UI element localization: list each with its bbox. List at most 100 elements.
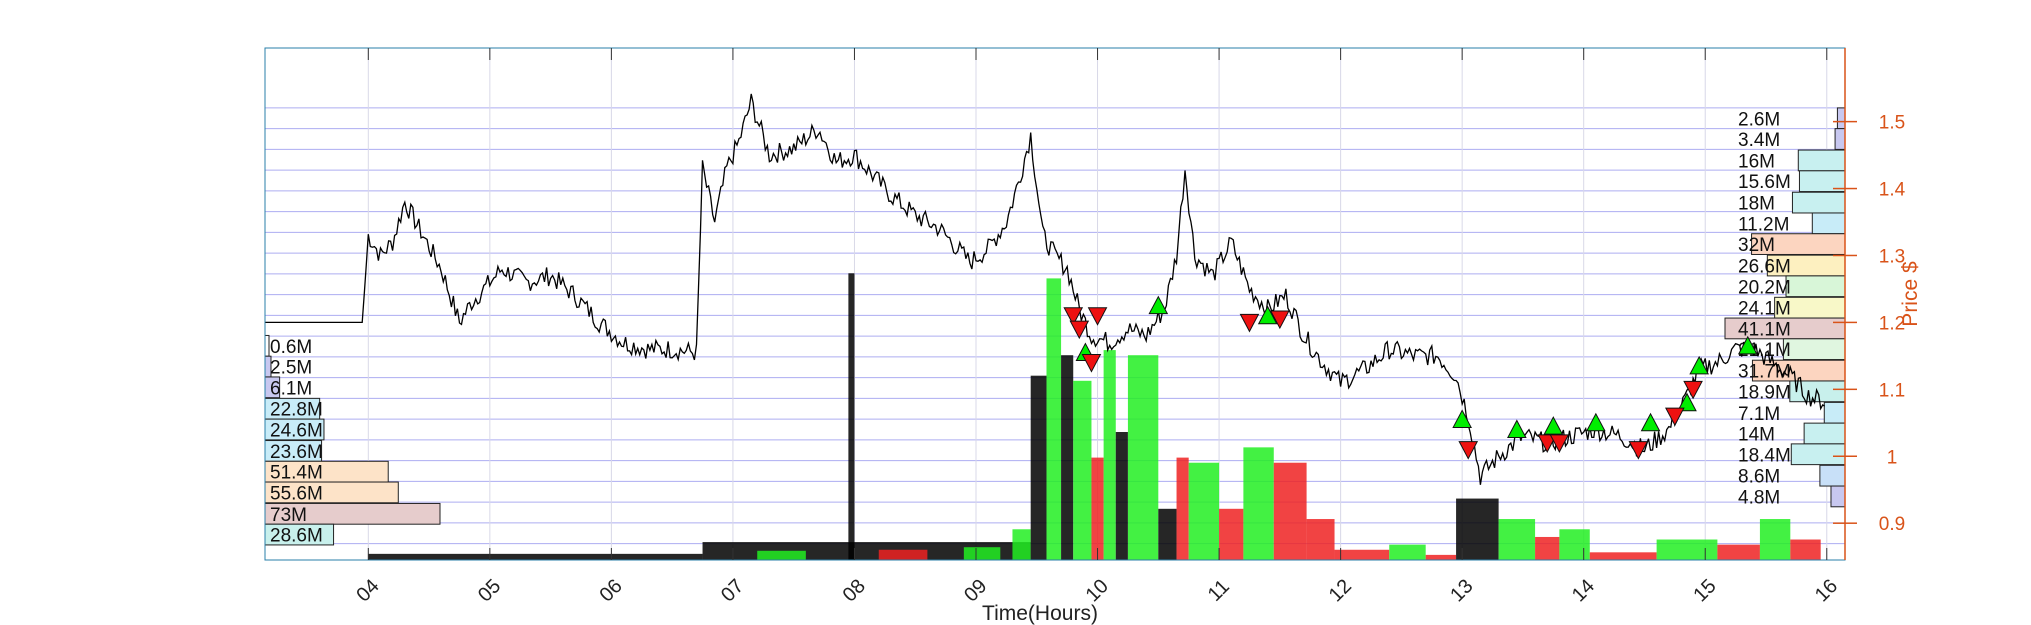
volume-bar bbox=[1334, 549, 1390, 560]
x-tick-label: 13 bbox=[1446, 575, 1477, 606]
volume-profile-bar bbox=[1782, 338, 1846, 361]
volume-bar bbox=[1030, 375, 1047, 560]
volume-bar bbox=[1559, 529, 1590, 560]
volume-profile-label: 22.8M bbox=[270, 400, 323, 421]
volume-bar bbox=[1073, 380, 1092, 560]
volume-profile-label: 2.5M bbox=[270, 358, 312, 379]
y-tick-label: 0.9 bbox=[1879, 514, 1905, 535]
volume-profile-bar bbox=[1836, 107, 1846, 130]
sell-marker bbox=[1458, 441, 1479, 460]
y-tick-label: 1.5 bbox=[1879, 113, 1905, 134]
buy-marker bbox=[1507, 419, 1527, 438]
volume-bar bbox=[1176, 457, 1189, 560]
volume-bar bbox=[1103, 350, 1116, 560]
volume-profile-label: 0.6M bbox=[270, 337, 312, 358]
volume-bar bbox=[1717, 544, 1760, 560]
buy-marker bbox=[1543, 416, 1564, 435]
volume-bar bbox=[368, 553, 703, 560]
sell-marker bbox=[1239, 313, 1260, 333]
x-tick-label: 12 bbox=[1325, 575, 1356, 606]
volume-bar bbox=[1589, 552, 1657, 560]
volume-profile: 0.6M2.5M6.1M22.8M24.6M23.6M51.4M55.6M73M… bbox=[264, 107, 1846, 547]
volume-profile-label: 16M bbox=[1738, 151, 1775, 172]
volume-bar bbox=[1425, 554, 1457, 560]
volume-profile-label: 24.1M bbox=[1738, 299, 1791, 320]
volume-profile-bar bbox=[1803, 422, 1846, 445]
sell-marker bbox=[1628, 441, 1649, 460]
x-tick-label: 06 bbox=[595, 575, 626, 606]
x-tick-label: 14 bbox=[1568, 575, 1599, 606]
volume-profile-label: 11.2M bbox=[1738, 214, 1789, 235]
x-tick-label: 16 bbox=[1811, 575, 1842, 606]
sell-marker bbox=[1081, 354, 1102, 373]
volume-bar bbox=[1091, 457, 1104, 560]
x-tick-label: 05 bbox=[474, 575, 505, 606]
x-tick-label: 15 bbox=[1689, 575, 1720, 606]
volume-bar bbox=[1273, 462, 1307, 560]
sell-marker bbox=[1063, 307, 1084, 326]
volume-profile-bar bbox=[264, 334, 270, 357]
volume-profile-label: 18.9M bbox=[1738, 382, 1791, 403]
volume-bar bbox=[878, 549, 928, 560]
volume-bar bbox=[1498, 519, 1536, 560]
volume-profile-bar bbox=[1830, 485, 1846, 508]
volume-profile-bar bbox=[1797, 149, 1846, 172]
volume-profile-label: 32M bbox=[1738, 235, 1775, 256]
volume-bar bbox=[1188, 462, 1220, 560]
volume-bars bbox=[368, 273, 1821, 560]
volume-bar bbox=[848, 273, 855, 560]
volume-profile-label: 26.6M bbox=[1738, 257, 1791, 278]
volume-profile-label: 41.1M bbox=[1738, 319, 1791, 340]
volume-profile-label: 3.4M bbox=[1738, 130, 1780, 151]
volume-profile-label: 23.6M bbox=[270, 442, 323, 463]
volume-bar bbox=[1306, 519, 1335, 560]
buy-marker bbox=[1257, 305, 1278, 325]
volume-profile-label: 20.2M bbox=[1738, 277, 1791, 298]
volume-profile-label: 73M bbox=[270, 505, 307, 526]
y-axis-title: Price $ bbox=[1899, 261, 1922, 327]
volume-profile-bar bbox=[1823, 401, 1846, 424]
volume-profile-bar bbox=[1834, 128, 1846, 150]
x-tick-label: 04 bbox=[352, 575, 383, 606]
volume-bar bbox=[1158, 508, 1177, 560]
volume-bar bbox=[1389, 544, 1426, 560]
sell-marker bbox=[1270, 310, 1290, 330]
x-tick-label: 11 bbox=[1204, 576, 1234, 606]
volume-profile-label: 15.6M bbox=[1738, 172, 1791, 193]
volume-profile-bar bbox=[1791, 191, 1846, 214]
volume-bar bbox=[1219, 508, 1244, 560]
volume-profile-label: 6.1M bbox=[270, 378, 312, 399]
volume-bar bbox=[963, 547, 1001, 560]
x-axis-title: Time(Hours) bbox=[982, 602, 1098, 625]
volume-profile-label: 4.8M bbox=[1738, 487, 1780, 508]
volume-profile-label: 55.6M bbox=[270, 483, 323, 504]
y-tick-label: 1.3 bbox=[1879, 246, 1905, 267]
buy-marker bbox=[1689, 355, 1709, 375]
y-tick-label: 1.2 bbox=[1879, 313, 1905, 334]
volume-bar bbox=[1061, 355, 1074, 560]
y-tick-label: 1 bbox=[1887, 447, 1898, 468]
volume-profile-label: 8.6M bbox=[1738, 467, 1780, 488]
volume-profile-bar bbox=[1819, 464, 1846, 487]
volume-profile-label: 14M bbox=[1738, 425, 1775, 446]
volume-profile-label: 18.4M bbox=[1738, 445, 1791, 466]
sell-marker bbox=[1683, 380, 1703, 400]
volume-profile-label: 7.1M bbox=[1738, 404, 1780, 425]
buy-marker bbox=[1148, 295, 1169, 315]
volume-profile-label: 51.4M bbox=[270, 463, 323, 484]
volume-bar bbox=[757, 550, 806, 560]
volume-profile-label: 18M bbox=[1738, 194, 1775, 215]
x-tick-label: 08 bbox=[839, 575, 870, 606]
sell-marker bbox=[1087, 307, 1108, 326]
y-tick-label: 1.1 bbox=[1879, 380, 1905, 401]
volume-profile-bar bbox=[1811, 212, 1846, 235]
volume-profile-label: 28.6M bbox=[270, 526, 323, 547]
sell-marker bbox=[1069, 320, 1090, 340]
volume-profile-bar bbox=[1785, 275, 1846, 298]
volume-bar bbox=[1046, 278, 1062, 560]
volume-bar bbox=[1456, 498, 1499, 560]
sell-marker bbox=[1665, 407, 1685, 427]
trade-markers bbox=[1063, 295, 1758, 460]
buy-marker bbox=[1640, 412, 1661, 432]
